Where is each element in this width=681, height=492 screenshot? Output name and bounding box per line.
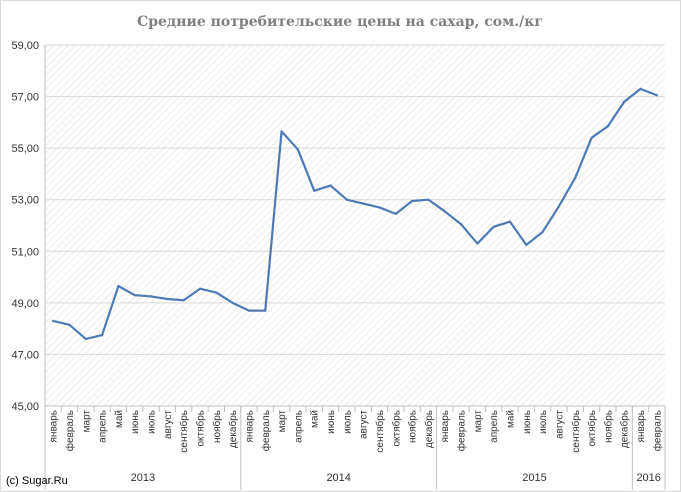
data-point-30: [541, 230, 544, 234]
x-tick-label-25: февраль: [456, 410, 468, 451]
x-tick-label-14: март: [277, 410, 288, 433]
data-point-14: [280, 130, 283, 133]
y-tick-label-1: 47,00: [11, 349, 39, 361]
x-tick-label-6: июль: [147, 410, 158, 434]
x-tick-label-12: январь: [244, 410, 255, 442]
y-tick-label-6: 57,00: [11, 92, 39, 104]
plot-area: [45, 45, 665, 406]
data-point-9: [198, 287, 202, 290]
series-line-0: [52, 87, 658, 341]
x-tick-label-5: июнь: [130, 410, 141, 434]
x-tick-label-16: май: [310, 410, 321, 428]
x-tick-label-10: ноябрь: [211, 410, 223, 443]
year-label-0: 2013: [131, 472, 155, 484]
data-point-17: [329, 184, 332, 187]
data-point-27: [492, 225, 495, 228]
x-tick-label-37: февраль: [651, 410, 663, 451]
x-tick-label-7: август: [163, 410, 174, 439]
data-point-20: [378, 206, 381, 209]
x-tick-label-31: август: [554, 410, 565, 439]
data-point-28: [508, 220, 512, 223]
x-tick-label-11: декабрь: [227, 410, 239, 448]
data-point-21: [394, 212, 397, 215]
data-point-8: [182, 299, 185, 302]
x-tick-label-27: апрель: [489, 410, 500, 443]
data-point-12: [247, 309, 251, 312]
y-tick-label-0: 45,00: [11, 401, 39, 413]
data-point-22: [411, 199, 414, 203]
x-tick-label-17: июнь: [326, 410, 337, 434]
x-tick-label-28: май: [506, 410, 517, 428]
data-point-34: [606, 125, 609, 128]
x-tick-label-1: февраль: [64, 410, 76, 451]
x-tick-label-19: август: [359, 410, 370, 439]
data-point-29: [525, 243, 528, 246]
x-tick-label-18: июль: [342, 410, 353, 434]
data-point-37: [655, 94, 658, 97]
data-point-6: [149, 295, 153, 298]
year-label-2: 2015: [522, 472, 546, 484]
x-tick-label-3: апрель: [98, 410, 109, 443]
x-tick-label-15: апрель: [293, 410, 304, 443]
data-point-0: [52, 319, 55, 323]
x-tick-label-13: февраль: [260, 410, 272, 451]
x-tick-label-33: октябрь: [586, 410, 598, 447]
data-point-32: [574, 176, 577, 179]
x-tick-label-36: январь: [636, 410, 647, 442]
year-label-3: 2016: [636, 472, 660, 484]
x-tick-label-32: сентябрь: [570, 410, 582, 453]
chart-title: Средние потребительские цены на сахар, с…: [137, 14, 543, 30]
data-point-7: [166, 297, 169, 301]
data-point-33: [590, 136, 593, 139]
x-tick-label-0: январь: [49, 410, 60, 442]
data-point-36: [639, 87, 642, 90]
data-point-2: [84, 337, 87, 341]
data-point-3: [101, 333, 104, 337]
year-label-1: 2014: [326, 472, 350, 484]
data-point-19: [362, 202, 365, 205]
data-point-26: [476, 242, 479, 245]
x-tick-label-22: ноябрь: [407, 410, 419, 443]
x-tick-label-30: июль: [538, 410, 549, 434]
x-tick-label-26: март: [473, 410, 484, 433]
x-tick-label-20: сентябрь: [374, 410, 386, 453]
data-point-35: [623, 100, 626, 103]
data-point-24: [443, 210, 446, 213]
x-tick-label-2: март: [81, 410, 92, 433]
x-tick-label-4: май: [114, 410, 125, 428]
x-tick-label-35: декабрь: [619, 410, 631, 448]
x-tick-label-21: октябрь: [390, 410, 402, 447]
data-point-13: [264, 309, 267, 312]
data-point-18: [345, 198, 348, 201]
y-tick-label-3: 51,00: [11, 246, 39, 258]
data-point-5: [133, 294, 136, 297]
data-point-1: [68, 323, 71, 326]
x-tick-label-29: июнь: [522, 410, 533, 434]
data-point-16: [313, 189, 316, 192]
y-tick-label-2: 49,00: [11, 298, 39, 310]
x-tick-label-34: ноябрь: [602, 410, 614, 443]
data-point-31: [557, 205, 561, 208]
data-point-15: [296, 148, 299, 151]
data-point-4: [117, 284, 120, 288]
data-point-25: [459, 223, 463, 226]
y-tick-label-7: 59,00: [11, 40, 39, 52]
x-tick-label-24: январь: [440, 410, 451, 442]
y-tick-label-5: 55,00: [11, 143, 39, 155]
x-tick-label-8: сентябрь: [178, 410, 190, 453]
y-tick-label-4: 53,00: [11, 195, 39, 207]
data-point-10: [215, 291, 218, 294]
watermark-text: (c) Sugar.Ru: [6, 475, 68, 487]
data-point-11: [231, 301, 234, 304]
x-tick-label-9: октябрь: [195, 410, 207, 447]
data-point-23: [427, 198, 430, 201]
x-tick-label-23: декабрь: [423, 410, 435, 448]
